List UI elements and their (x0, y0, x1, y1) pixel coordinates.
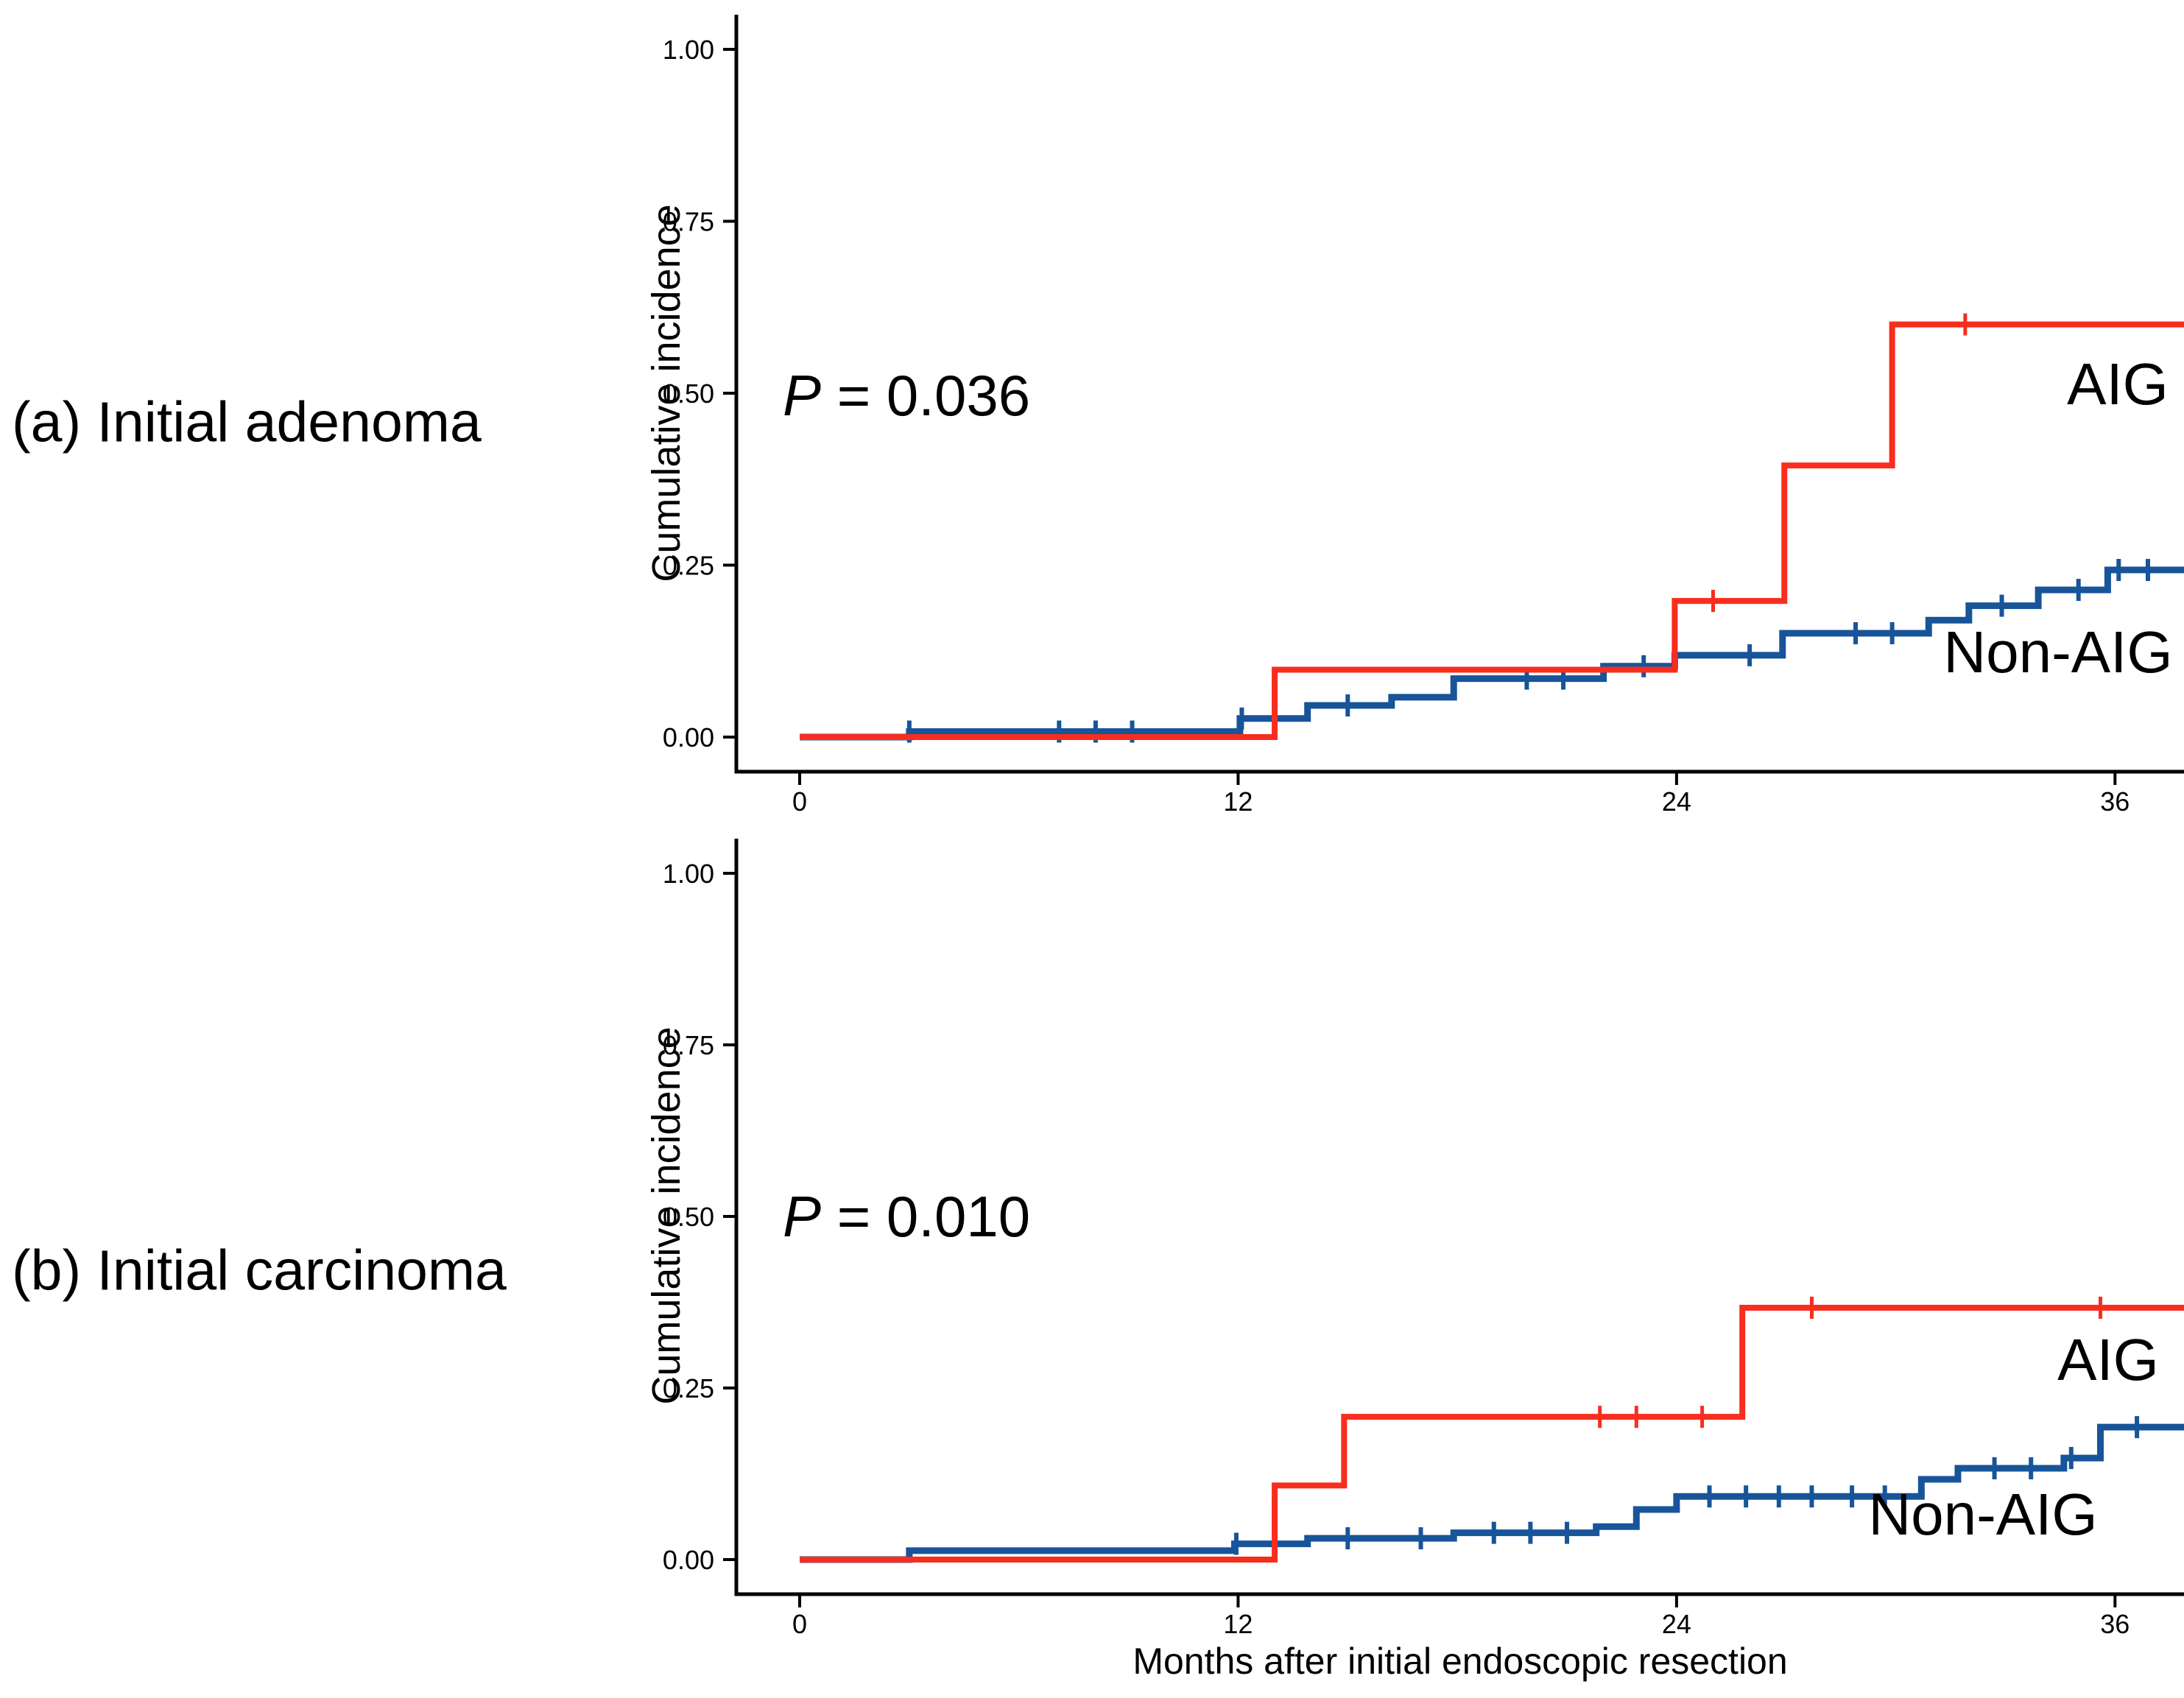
y-tick-label-b: 0.75 (663, 1030, 714, 1060)
y-tick-label-a: 1.00 (663, 35, 714, 65)
y-tick-label-b: 0.50 (663, 1202, 714, 1232)
x-tick-label-b: 0 (792, 1609, 807, 1639)
panel-a-y-axis-title: Cumulative incidence (644, 204, 688, 582)
panel-a-non-aig-curve-label: Non-AIG (1943, 619, 2173, 685)
curve-aig-a (800, 321, 2184, 740)
panel-b-p-value: P = 0.010 (783, 1188, 1030, 1245)
y-tick-label-b: 0.00 (663, 1545, 714, 1575)
panel-b-p-symbol: P (783, 1184, 822, 1249)
y-tick-label-a: 0.25 (663, 551, 714, 581)
x-tick-label-b: 24 (1662, 1609, 1691, 1639)
y-tick-label-a: 0.75 (663, 207, 714, 237)
x-tick-label-a: 12 (1223, 786, 1253, 817)
panel-b-y-axis-title: Cumulative incidence (644, 1026, 688, 1405)
x-tick-label-a: 24 (1662, 786, 1691, 817)
panel-b-aig-curve-label: AIG (2057, 1327, 2159, 1392)
curve-nonaig-a (800, 566, 2184, 741)
panel-a-title: (a) Initial adenoma (12, 390, 482, 454)
x-tick-label-a: 36 (2100, 786, 2130, 817)
y-tick-label-b: 1.00 (663, 859, 714, 889)
x-tick-label-b: 36 (2100, 1609, 2130, 1639)
y-tick-label-a: 0.50 (663, 378, 714, 409)
panel-a-p-number: = 0.036 (821, 363, 1031, 428)
y-tick-label-a: 0.00 (663, 722, 714, 753)
x-tick-label-b: 12 (1223, 1609, 1253, 1639)
panel-a: 0.00 0.25 0.50 0.75 1.00 0 12 24 36 (663, 15, 2184, 817)
curve-aig-b (800, 1304, 2184, 1563)
y-tick-label-b: 0.25 (663, 1373, 714, 1403)
panel-b-non-aig-curve-label: Non-AIG (1868, 1482, 2098, 1547)
panel-a-p-value: P = 0.036 (783, 367, 1030, 424)
panel-b: 0.00 0.25 0.50 0.75 1.00 0 12 24 36 (663, 839, 2184, 1639)
panel-a-aig-curve-label: AIG (2067, 351, 2169, 417)
panel-b-title: (b) Initial carcinoma (12, 1239, 507, 1303)
x-tick-label-a: 0 (792, 786, 807, 817)
panel-a-p-symbol: P (783, 363, 822, 428)
x-axis-title: Months after initial endoscopic resectio… (1132, 1641, 1788, 1682)
panel-b-p-number: = 0.010 (821, 1184, 1031, 1249)
